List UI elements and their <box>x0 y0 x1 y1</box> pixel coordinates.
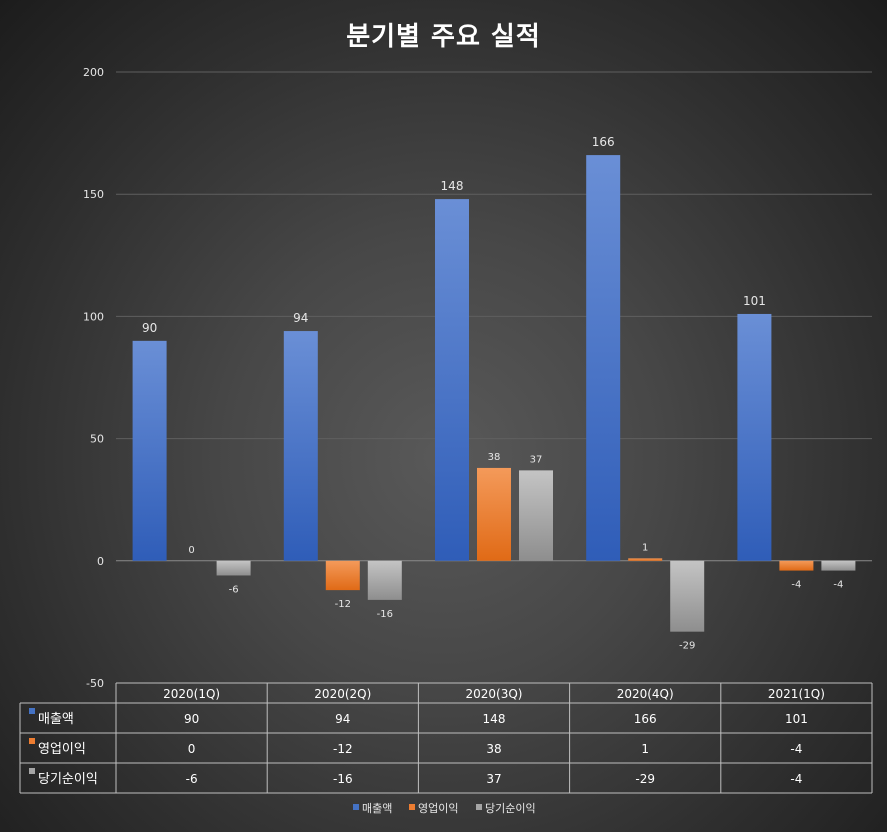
bar-operating-profit <box>477 467 511 561</box>
table-cell: -12 <box>333 742 353 756</box>
bar-operating-profit <box>325 560 360 591</box>
data-label: -4 <box>833 580 843 591</box>
bar-revenue <box>737 313 772 561</box>
data-label: 37 <box>530 454 543 465</box>
legend-swatch <box>476 804 482 810</box>
y-tick-label: 0 <box>97 555 104 568</box>
data-label: 166 <box>592 135 615 149</box>
data-label: -12 <box>335 599 351 610</box>
data-label: 94 <box>293 311 308 325</box>
bar-revenue <box>586 155 621 561</box>
table-cell: -29 <box>635 772 655 786</box>
bar-net-income <box>670 560 705 632</box>
legend-key-swatch <box>29 768 35 774</box>
chart-title: 분기별 주요 실적 <box>346 22 541 52</box>
table-cell: 94 <box>335 712 350 726</box>
bar-revenue <box>132 340 167 561</box>
table-row-header: 매출액 <box>38 712 74 727</box>
data-label: 101 <box>743 294 766 308</box>
bar-net-income <box>367 560 402 600</box>
legend-label: 매출액 <box>362 802 392 815</box>
data-label: -16 <box>377 609 393 620</box>
table-column-header: 2020(2Q) <box>314 687 371 701</box>
table-cell: -4 <box>790 772 802 786</box>
data-label: 0 <box>188 545 194 556</box>
table-cell: 37 <box>486 772 501 786</box>
legend-key-swatch <box>29 738 35 744</box>
data-label: 90 <box>142 321 157 335</box>
table-cell: -6 <box>186 772 198 786</box>
y-tick-label: -50 <box>86 677 104 690</box>
bar-net-income <box>821 560 856 571</box>
data-label: -6 <box>229 584 239 595</box>
data-label: -29 <box>679 641 695 652</box>
table-cell: 101 <box>785 712 808 726</box>
table-cell: 0 <box>188 742 196 756</box>
legend-swatch <box>353 804 359 810</box>
table-column-header: 2020(4Q) <box>617 687 674 701</box>
legend-key-swatch <box>29 708 35 714</box>
bar-revenue <box>283 331 318 561</box>
legend-label: 영업이익 <box>418 802 458 815</box>
y-tick-label: 200 <box>83 66 104 79</box>
table-cell: 148 <box>483 712 506 726</box>
bar-operating-profit <box>628 558 663 561</box>
data-label: 1 <box>642 542 648 553</box>
y-tick-label: 100 <box>83 310 104 323</box>
bar-net-income <box>216 560 251 576</box>
table-row-header: 당기순이익 <box>38 772 98 787</box>
y-tick-label: 50 <box>90 433 104 446</box>
table-cell: 166 <box>634 712 657 726</box>
table-cell: -4 <box>790 742 802 756</box>
table-cell: -16 <box>333 772 353 786</box>
data-label: -4 <box>791 580 801 591</box>
table-column-header: 2020(1Q) <box>163 687 220 701</box>
data-label: 38 <box>488 452 501 463</box>
legend-label: 당기순이익 <box>485 802 536 815</box>
y-tick-label: 150 <box>83 188 104 201</box>
table-column-header: 2021(1Q) <box>768 687 825 701</box>
table-cell: 90 <box>184 712 199 726</box>
bar-net-income <box>519 470 553 561</box>
legend-swatch <box>409 804 415 810</box>
bar-revenue <box>435 199 469 561</box>
table-cell: 38 <box>486 742 501 756</box>
data-label: 148 <box>441 179 464 193</box>
table-cell: 1 <box>641 742 649 756</box>
bar-operating-profit <box>779 560 814 571</box>
table-column-header: 2020(3Q) <box>466 687 523 701</box>
table-row-header: 영업이익 <box>38 742 86 757</box>
